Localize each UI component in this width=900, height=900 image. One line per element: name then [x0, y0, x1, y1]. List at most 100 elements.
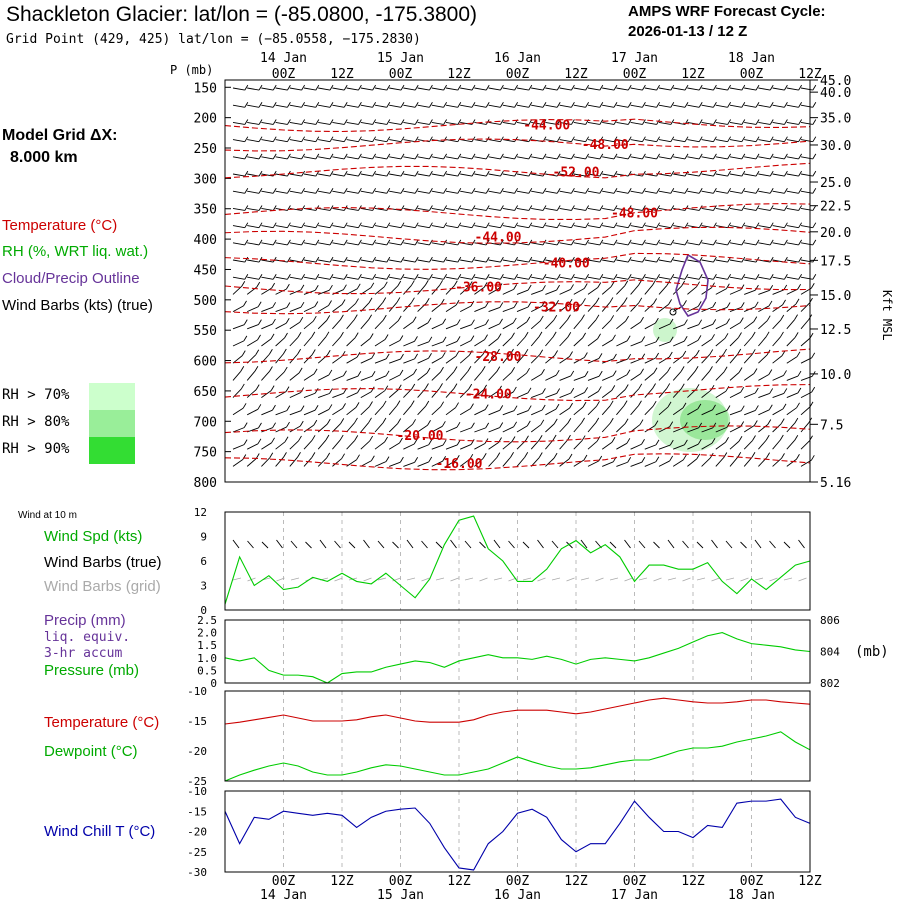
wind-barb: [798, 205, 803, 211]
wind-barb: [602, 461, 614, 467]
grid-wind-barb: [435, 577, 445, 581]
wind-barb: [242, 403, 247, 409]
wind-barb: [727, 84, 732, 91]
wind-barb: [599, 222, 604, 228]
wind-barb: [258, 119, 263, 125]
wind-barb: [585, 84, 590, 91]
wind-barb: [744, 87, 757, 91]
wind-barb: [403, 443, 415, 450]
wind-barb: [554, 350, 558, 356]
wind-barb: [431, 444, 444, 450]
wind-barb: [389, 121, 402, 125]
wind-barb: [513, 302, 518, 308]
wind-barb: [300, 301, 305, 308]
wind-barb: [587, 375, 600, 381]
wind-barb: [272, 84, 277, 91]
wind-barb: [275, 276, 288, 280]
wind-barb: [460, 225, 473, 229]
wind-barb: [261, 104, 274, 108]
wind-barb: [485, 205, 490, 211]
wind-barb: [445, 355, 457, 364]
wind-barb: [232, 370, 242, 381]
wind-barb: [332, 304, 343, 312]
wind-barb: [500, 274, 504, 280]
wind-barb: [538, 452, 543, 458]
wind-barb: [232, 225, 245, 229]
wind-barb: [431, 276, 444, 280]
wind-barb: [232, 259, 245, 263]
wind-barb: [299, 316, 304, 323]
wind-barb: [247, 242, 260, 246]
wind-barb: [786, 259, 799, 263]
wind-barb: [715, 371, 725, 381]
wind-barb: [485, 239, 490, 246]
wind-barb: [329, 170, 334, 177]
grid-wind-barb: [711, 577, 720, 582]
wind-barb: [772, 173, 785, 177]
wind-barb: [698, 239, 703, 246]
wind-barb: [460, 139, 473, 143]
wind-barb: [247, 427, 259, 433]
wind-barb: [772, 276, 785, 280]
wind-barb: [385, 370, 390, 377]
wind-barb: [755, 102, 760, 108]
wind-barb: [247, 225, 260, 229]
wind-barb: [656, 136, 661, 142]
wind-barb: [741, 136, 746, 142]
wind-barb: [656, 84, 661, 91]
wind-barb: [715, 410, 728, 416]
wind-barb: [261, 190, 274, 194]
wind-barb: [644, 372, 655, 381]
wind-barb: [783, 370, 787, 376]
wind-barb: [257, 404, 262, 410]
wind-barb: [687, 207, 700, 211]
wind-barb: [587, 422, 597, 433]
wind-barb: [471, 153, 476, 160]
wind-barb: [372, 102, 377, 108]
wind-barb: [261, 371, 270, 381]
wind-barb: [343, 119, 348, 125]
wind-barb: [573, 190, 586, 194]
wind-barb: [246, 443, 259, 450]
wind-barb: [701, 354, 711, 364]
wind-barb: [755, 222, 760, 228]
wind-barb: [798, 136, 803, 142]
wind-barb: [528, 222, 533, 228]
wind-barb: [457, 102, 462, 108]
wind-barb: [287, 84, 291, 91]
grid-wind-barb: [464, 577, 474, 581]
wind-barb: [360, 440, 370, 450]
wind-barb: [715, 225, 728, 229]
wind-barb: [474, 121, 487, 125]
wind-barb: [786, 104, 799, 108]
wind-barb: [374, 242, 387, 246]
wind-barb: [371, 352, 376, 359]
wind-barb: [797, 387, 802, 394]
wind-barb: [667, 366, 671, 373]
wind-barb: [332, 336, 341, 347]
wind-barb: [445, 259, 458, 263]
wind-barb: [329, 256, 334, 263]
wind-barb: [275, 121, 288, 125]
wind-barb: [417, 190, 430, 194]
wind-barb: [669, 318, 674, 325]
wind-barb: [426, 367, 431, 374]
wind-barb: [399, 437, 403, 444]
wind-barb: [484, 404, 489, 410]
wind-barb: [744, 289, 756, 295]
wind-barb: [417, 173, 430, 177]
wind-barb: [559, 289, 571, 295]
wind-barb: [696, 281, 700, 287]
wind-barb: [687, 259, 700, 263]
wind-barb: [400, 119, 405, 125]
wind-barb: [474, 287, 485, 295]
wind-barb: [528, 274, 533, 280]
wind-barb: [341, 299, 346, 305]
wind-barb: [652, 279, 656, 286]
isotherm-line: [224, 384, 811, 402]
wind-barb: [301, 153, 306, 160]
wind-barb: [389, 173, 402, 177]
wind-barb: [758, 374, 770, 381]
wind-barb: [403, 340, 415, 347]
wind-barb: [442, 318, 447, 325]
